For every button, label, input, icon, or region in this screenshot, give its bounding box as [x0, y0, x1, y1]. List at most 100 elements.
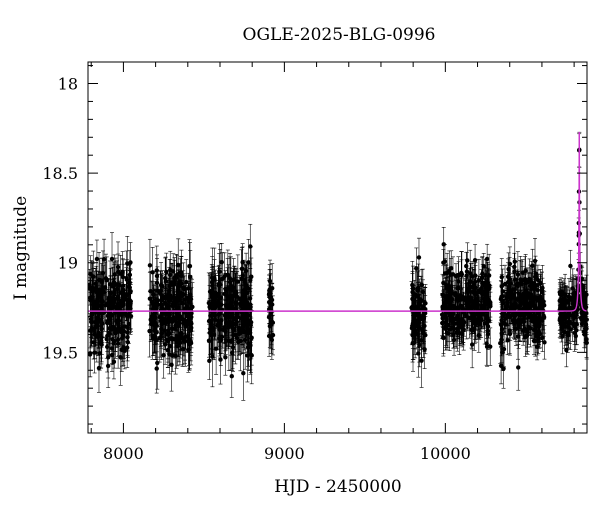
data-point: [447, 250, 452, 291]
data-point: [416, 294, 422, 337]
data-point: [541, 300, 547, 334]
y-tick-label: 18.5: [42, 164, 78, 183]
data-point: [463, 283, 469, 314]
data-point: [573, 322, 578, 350]
data-point: [414, 300, 419, 342]
chart-title: OGLE-2025-BLG-0996: [243, 25, 436, 45]
data-point: [92, 270, 97, 311]
data-point: [169, 262, 174, 303]
data-point: [420, 268, 426, 315]
data-point: [481, 253, 486, 280]
data-point: [177, 272, 182, 316]
data-point: [456, 261, 461, 302]
data-point: [498, 301, 504, 347]
data-point: [176, 280, 181, 315]
data-point: [570, 287, 576, 329]
data-point: [233, 271, 239, 321]
data-point: [118, 329, 123, 386]
data-point: [528, 289, 533, 322]
y-tick-label: 19: [58, 254, 78, 273]
data-point: [518, 256, 523, 303]
data-point: [237, 307, 243, 355]
data-point: [210, 300, 215, 355]
x-tick-label: 10000: [420, 444, 471, 463]
data-point: [526, 292, 532, 333]
data-point: [174, 296, 180, 340]
data-point: [207, 273, 213, 310]
data-point: [97, 336, 102, 371]
data-point: [416, 237, 422, 277]
data-point: [98, 298, 104, 343]
data-point: [207, 341, 212, 380]
data-point: [558, 285, 563, 326]
data-point: [516, 344, 521, 391]
data-point: [481, 280, 486, 308]
data-point: [448, 273, 454, 300]
data-point: [510, 281, 515, 314]
data-point: [444, 294, 450, 322]
data-point: [128, 278, 133, 333]
data-point: [209, 256, 215, 308]
data-point: [169, 338, 174, 392]
data-point: [166, 292, 172, 336]
data-point: [160, 270, 165, 302]
data-point: [533, 325, 538, 357]
data-point: [505, 287, 510, 326]
data-point: [465, 277, 471, 306]
data-point: [475, 292, 480, 324]
data-point: [158, 294, 164, 347]
data-point: [124, 259, 130, 300]
data-point: [574, 315, 579, 346]
data-point: [517, 260, 523, 307]
data-point: [472, 269, 477, 313]
data-point: [542, 325, 547, 360]
data-point: [464, 259, 469, 293]
data-point: [213, 275, 218, 322]
data-point: [441, 227, 446, 262]
data-point: [456, 299, 461, 339]
data-point: [247, 326, 252, 361]
data-point: [104, 256, 109, 304]
data-point: [452, 285, 457, 330]
data-point: [88, 255, 93, 293]
data-point: [185, 294, 190, 351]
model-curve: [88, 131, 588, 312]
data-point: [163, 256, 168, 306]
data-point: [177, 320, 183, 366]
data-point: [446, 286, 451, 320]
data-point: [115, 283, 120, 325]
data-point: [568, 249, 573, 282]
data-point: [161, 331, 166, 379]
data-point: [155, 336, 160, 390]
data-point: [441, 289, 447, 326]
data-point: [533, 294, 539, 323]
plot-area: [87, 131, 589, 401]
data-point: [120, 309, 126, 362]
data-point: [248, 223, 253, 269]
data-point: [564, 332, 569, 368]
data-point: [470, 312, 475, 350]
data-point: [269, 263, 275, 314]
data-point: [267, 304, 273, 348]
data-point: [122, 289, 127, 338]
data-point: [524, 282, 529, 327]
data-point: [439, 293, 445, 337]
axis-ticks: 8000 9000 10000 18 18.5 19 19.5: [42, 62, 587, 463]
data-point: [225, 249, 231, 301]
data-point: [183, 302, 188, 350]
data-point: [113, 307, 118, 359]
data-point: [475, 289, 481, 320]
data-point: [153, 306, 159, 344]
model-layer: [88, 131, 588, 312]
data-point: [501, 348, 506, 389]
x-axis-label: HJD - 2450000: [274, 477, 402, 497]
data-point: [485, 318, 491, 350]
data-point: [189, 287, 194, 340]
data-point: [115, 318, 121, 369]
data-point: [155, 273, 161, 327]
data-point: [248, 246, 254, 308]
plot-frame: [87, 61, 588, 434]
data-point: [108, 268, 113, 301]
data-point: [414, 247, 419, 289]
data-point: [95, 281, 100, 326]
